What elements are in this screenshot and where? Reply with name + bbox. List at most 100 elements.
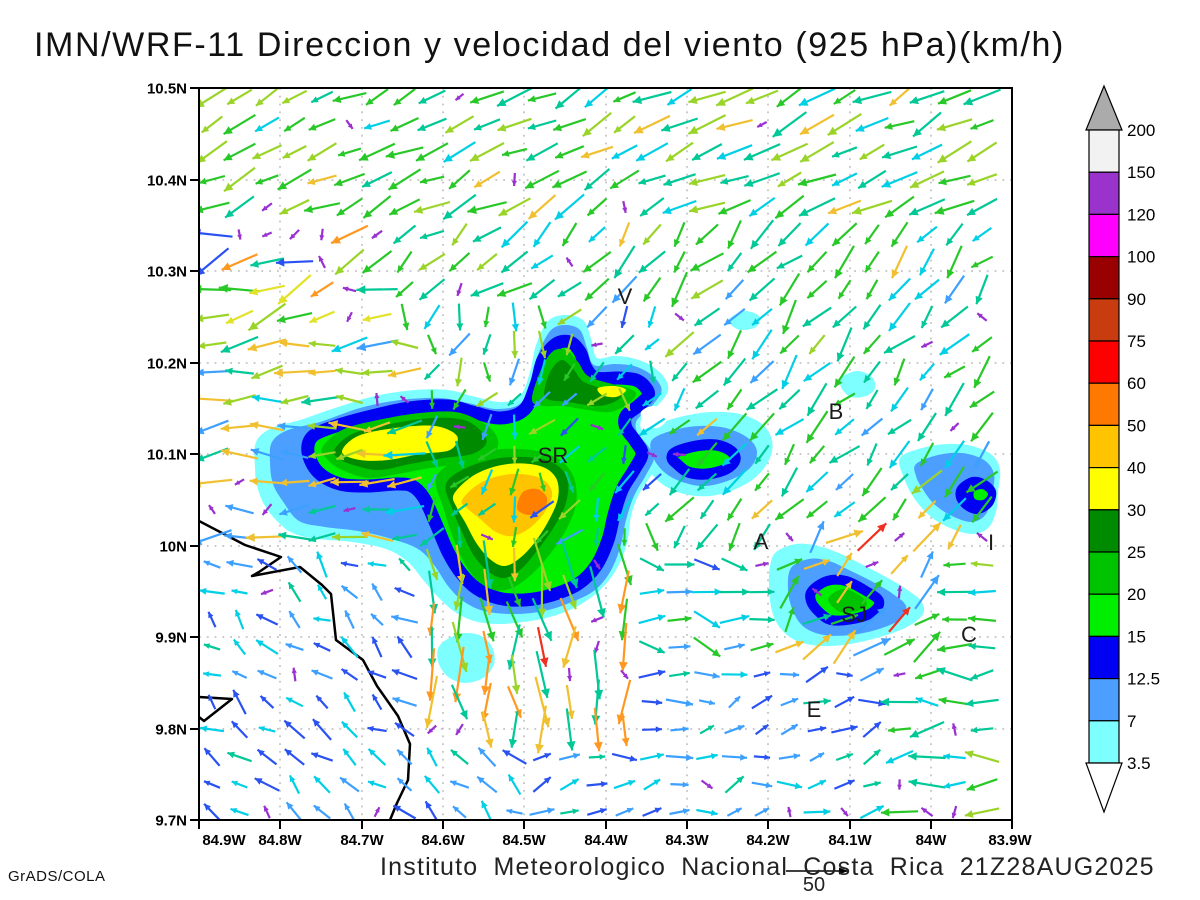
wind-arrow — [199, 478, 233, 488]
colorbar-segment — [1088, 677, 1120, 722]
wind-arrow — [248, 284, 286, 296]
wind-arrow — [480, 533, 494, 541]
wind-arrow — [943, 561, 966, 568]
wind-arrow — [423, 363, 441, 381]
wind-arrow — [588, 226, 606, 243]
wind-arrow — [808, 334, 826, 355]
wind-arrow — [912, 111, 942, 138]
wind-arrow — [696, 753, 718, 761]
wind-arrow — [390, 339, 419, 350]
wind-arrow — [415, 142, 449, 162]
wind-arrow — [386, 419, 423, 435]
wind-arrow — [751, 694, 773, 710]
x-axis-label: 83.9W — [988, 832, 1032, 849]
wind-arrow — [803, 559, 831, 570]
wind-arrow — [562, 574, 577, 610]
colorbar-label: 25 — [1127, 543, 1146, 562]
x-axis-label: 84.4W — [584, 832, 628, 849]
wind-arrow — [700, 779, 714, 790]
wind-arrow — [361, 250, 393, 274]
wind-arrow — [476, 775, 498, 794]
wind-arrow — [778, 273, 801, 306]
wind-arrow — [532, 776, 552, 793]
wind-arrow — [448, 332, 471, 357]
wind-arrow — [940, 305, 969, 329]
wind-arrow — [340, 561, 359, 568]
wind-arrow — [776, 780, 803, 790]
wind-arrow — [419, 527, 445, 547]
wind-arrow — [944, 382, 965, 417]
y-axis-label: 9.7N — [155, 813, 187, 830]
wind-arrow — [642, 807, 662, 817]
wind-arrow — [537, 305, 547, 329]
wind-arrow — [532, 221, 552, 248]
wind-arrow — [616, 543, 633, 586]
wind-arrow — [673, 387, 686, 412]
wind-arrow — [257, 669, 277, 680]
colorbar-label: 50 — [1127, 416, 1146, 435]
wind-arrow — [473, 118, 501, 131]
wind-arrow — [310, 752, 334, 762]
wind-arrow — [279, 503, 310, 516]
wind-arrow — [863, 360, 881, 384]
x-axis-label: 84W — [916, 832, 948, 849]
wind-arrow — [423, 775, 441, 794]
wind-arrow — [638, 417, 666, 437]
wind-arrow — [665, 754, 694, 761]
wind-arrow — [632, 90, 672, 104]
wind-arrow — [507, 773, 522, 796]
wind-arrow — [374, 392, 380, 407]
wind-arrow — [621, 712, 630, 747]
y-axis-label: 10.2N — [147, 356, 187, 373]
wind-arrow — [301, 395, 343, 406]
wind-arrow — [587, 446, 607, 463]
wind-arrow — [482, 334, 492, 355]
wind-arrow — [856, 522, 888, 552]
wind-arrow — [638, 250, 666, 274]
wind-arrow — [565, 256, 574, 268]
wind-arrow — [554, 193, 585, 221]
colorbar-label: 60 — [1127, 374, 1146, 393]
wind-arrow — [316, 551, 328, 578]
colorbar-label: 120 — [1127, 205, 1155, 224]
wind-arrow — [237, 229, 242, 240]
wind-arrow — [616, 497, 633, 522]
wind-arrow — [951, 805, 958, 819]
wind-arrow — [881, 171, 918, 188]
wind-arrow — [255, 639, 279, 655]
wind-arrow — [862, 721, 882, 738]
wind-arrow — [429, 390, 435, 409]
wind-arrow — [203, 780, 221, 789]
wind-arrow — [770, 142, 809, 162]
wind-arrow — [909, 90, 945, 105]
wind-arrow — [454, 92, 465, 102]
station-markers: V B SR A SJ I C E — [538, 284, 994, 722]
wind-arrow — [751, 308, 773, 326]
wind-arrow — [745, 388, 779, 411]
wind-arrow — [224, 195, 255, 219]
wind-arrow — [693, 610, 721, 629]
wind-arrow — [942, 616, 967, 623]
wind-arrow — [443, 141, 476, 163]
wind-arrow — [427, 496, 437, 523]
station-letter-b: B — [829, 399, 844, 424]
wind-arrow — [336, 197, 363, 217]
wind-arrow — [919, 362, 935, 382]
wind-arrow — [371, 636, 383, 658]
wind-arrow — [234, 609, 245, 630]
wind-arrow — [247, 338, 287, 352]
wind-arrow — [207, 611, 217, 628]
wind-arrow — [582, 112, 612, 137]
wind-arrow — [852, 90, 892, 105]
wind-arrow — [696, 417, 718, 437]
wind-arrow — [857, 496, 887, 523]
wind-arrow — [803, 697, 831, 705]
wind-arrow — [396, 748, 413, 766]
wind-arrow — [230, 720, 249, 739]
wind-arrow — [390, 614, 419, 624]
wind-arrow — [469, 142, 505, 162]
wind-arrow — [834, 245, 855, 279]
wind-arrow — [386, 476, 423, 489]
colorbar-label: 7 — [1127, 712, 1136, 731]
wind-arrow — [507, 392, 522, 407]
